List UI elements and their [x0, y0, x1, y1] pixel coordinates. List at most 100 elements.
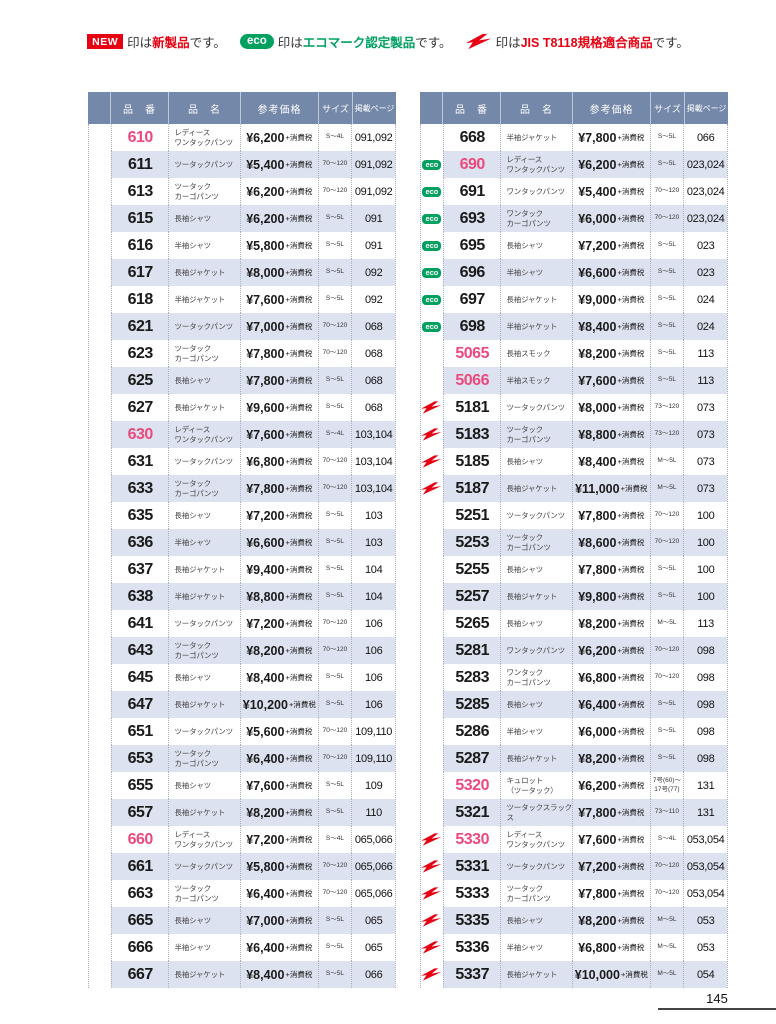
- price-tax-note: +消費税: [285, 835, 313, 844]
- item-price: ¥8,000 +消費税: [240, 259, 318, 286]
- item-page: 053,054: [683, 880, 727, 907]
- row-mark-cell: eco: [421, 448, 443, 475]
- row-mark-cell: eco: [89, 691, 111, 718]
- item-price: ¥7,800 +消費税: [572, 880, 649, 907]
- item-number: 5253: [442, 529, 501, 556]
- item-number: 631: [110, 448, 169, 475]
- item-page: 113: [683, 340, 727, 367]
- item-price: ¥7,200 +消費税: [572, 232, 649, 259]
- table-row: eco 667 長袖ジャケット ¥8,400 +消費税 S～5L 066: [89, 961, 396, 988]
- item-price: ¥7,600 +消費税: [240, 772, 317, 799]
- row-mark-cell: eco: [89, 664, 111, 691]
- item-number: 5336: [442, 934, 501, 961]
- price-tax-note: +消費税: [617, 322, 645, 331]
- table-row: eco 5333 ツータック カーゴパンツ ¥7,800 +消費税 70～120…: [421, 880, 727, 907]
- item-number: 655: [110, 772, 169, 799]
- item-price: ¥6,400 +消費税: [240, 880, 317, 907]
- table-header: 品 番 品 名 参考価格 サイズ 掲載ページ: [420, 92, 728, 124]
- item-name: 半袖シャツ: [500, 718, 572, 745]
- item-price: ¥7,600 +消費税: [572, 367, 650, 394]
- item-page: 068: [351, 313, 396, 340]
- table-row: eco 5187 長袖ジャケット ¥11,000 +消費税 M～5L 073: [421, 475, 728, 502]
- item-name: 半袖ジャケット: [168, 286, 240, 313]
- table-row: eco 5181 ツータックパンツ ¥8,000 +消費税 73～120 073: [421, 394, 727, 421]
- price-amount: ¥5,400: [246, 157, 285, 172]
- item-size: 70～120: [649, 205, 684, 232]
- item-price: ¥8,000 +消費税: [572, 394, 649, 421]
- item-name: ツータックパンツ: [500, 394, 572, 421]
- table-row: eco 653 ツータック カーゴパンツ ¥6,400 +消費税 70～120 …: [89, 745, 396, 772]
- item-name: 長袖シャツ: [500, 556, 572, 583]
- item-page: 110: [351, 799, 396, 826]
- item-page: 023,024: [683, 205, 728, 232]
- item-name: 長袖シャツ: [168, 502, 240, 529]
- item-size: S～5L: [317, 691, 352, 718]
- table-row: eco 5251 ツータックパンツ ¥7,800 +消費税 70～120 100: [421, 502, 727, 529]
- price-tax-note: +消費税: [617, 538, 645, 547]
- item-page: 091,092: [351, 151, 396, 178]
- row-mark-cell: eco: [89, 934, 111, 961]
- item-price: ¥6,400 +消費税: [240, 934, 317, 961]
- item-name: 半袖シャツ: [168, 934, 240, 961]
- item-name: 長袖ジャケット: [168, 799, 241, 826]
- table-row: eco 617 長袖ジャケット ¥8,000 +消費税 S～5L 092: [89, 259, 396, 286]
- item-size: 70～120: [649, 502, 684, 529]
- item-number: 667: [110, 961, 169, 988]
- table-row: eco 5336 半袖シャツ ¥6,800 +消費税 M～5L 053: [421, 934, 727, 961]
- price-amount: ¥6,800: [578, 670, 617, 685]
- table-row: eco 5285 長袖シャツ ¥6,400 +消費税 S～5L 098: [421, 691, 728, 718]
- item-page: 103,104: [351, 448, 395, 475]
- table-row: eco 627 長袖ジャケット ¥9,600 +消費税 S～5L 068: [89, 394, 395, 421]
- table-row: eco 5330 レディース ワンタックパンツ ¥7,600 +消費税 S～4L…: [421, 826, 727, 853]
- product-table-left: 品 番 品 名 参考価格 サイズ 掲載ページ eco 610 レディース ワンタ…: [88, 92, 396, 988]
- price-tax-note: +消費税: [617, 781, 645, 790]
- legend: NEW 印は新製品です。 eco 印はエコマーク認定製品です。 印はJIS T8…: [0, 32, 776, 51]
- price-amount: ¥7,800: [246, 346, 285, 361]
- price-tax-note: +消費税: [285, 862, 313, 871]
- item-page: 068: [351, 394, 395, 421]
- row-mark-cell: eco: [421, 610, 443, 637]
- price-amount: ¥6,400: [246, 751, 285, 766]
- table-row: eco 637 長袖ジャケット ¥9,400 +消費税 S～5L 104: [89, 556, 395, 583]
- row-mark-cell: eco: [421, 826, 443, 853]
- price-amount: ¥6,200: [246, 184, 285, 199]
- item-size: S～5L: [317, 583, 352, 610]
- table-row: eco 666 半袖シャツ ¥6,400 +消費税 S～5L 065: [89, 934, 395, 961]
- row-mark-cell: eco: [421, 178, 443, 205]
- item-name: 長袖ジャケット: [500, 961, 573, 988]
- item-page: 098: [683, 745, 728, 772]
- price-amount: ¥11,000: [575, 481, 620, 496]
- item-price: ¥6,800 +消費税: [572, 934, 649, 961]
- item-page: 065: [351, 934, 395, 961]
- header-name: 品 名: [500, 92, 572, 124]
- item-number: 5255: [442, 556, 501, 583]
- item-number: 641: [110, 610, 169, 637]
- price-tax-note: +消費税: [285, 727, 313, 736]
- item-size: 70～120: [649, 529, 684, 556]
- item-name: ツータック カーゴパンツ: [168, 178, 240, 205]
- item-price: ¥10,200 +消費税: [240, 691, 318, 718]
- item-name: 長袖シャツ: [168, 367, 241, 394]
- price-tax-note: +消費税: [285, 403, 313, 412]
- price-tax-note: +消費税: [285, 133, 313, 142]
- item-size: S～5L: [317, 502, 352, 529]
- item-name: 長袖ジャケット: [168, 259, 241, 286]
- price-amount: ¥9,800: [578, 589, 617, 604]
- jis-lightning-icon: [421, 401, 442, 414]
- price-tax-note: +消費税: [285, 943, 313, 952]
- price-amount: ¥8,800: [578, 427, 617, 442]
- item-number: 647: [110, 691, 169, 718]
- item-number: 5286: [442, 718, 501, 745]
- row-mark-cell: eco: [421, 637, 443, 664]
- table-row: eco 5283 ワンタック カーゴパンツ ¥6,800 +消費税 70～120…: [421, 664, 727, 691]
- item-size: M～5L: [649, 907, 684, 934]
- price-amount: ¥5,800: [246, 859, 285, 874]
- price-amount: ¥6,600: [246, 535, 285, 550]
- item-price: ¥6,800 +消費税: [240, 448, 317, 475]
- item-size: S～5L: [317, 205, 352, 232]
- item-size: 70～120: [317, 637, 352, 664]
- item-page: 053,054: [683, 826, 727, 853]
- item-size: 7号(60)～ 17号(77): [649, 772, 684, 799]
- table-row: eco 5320 キュロット （ツータック） ¥6,200 +消費税 7号(60…: [421, 772, 727, 799]
- item-page: 098: [683, 718, 727, 745]
